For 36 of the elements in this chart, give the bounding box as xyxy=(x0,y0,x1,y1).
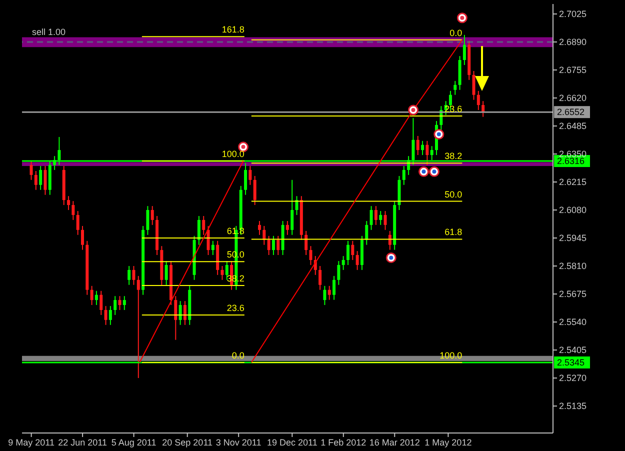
ref-line-label: sell 1.00 xyxy=(32,26,66,37)
x-tick-label: 9 May 2011 xyxy=(8,437,55,448)
ref-line-label: 2.5345 xyxy=(557,357,585,368)
x-tick-label: 20 Sep 2011 xyxy=(162,437,213,448)
annotation: 161.8 xyxy=(222,24,244,35)
x-tick-label: 1 Feb 2012 xyxy=(320,437,366,448)
y-tick-label: 2.5135 xyxy=(559,401,587,412)
y-tick-label: 2.6485 xyxy=(559,121,587,132)
annotation: 100.0 xyxy=(440,350,462,360)
x-tick-label: 22 Jun 2011 xyxy=(58,437,107,448)
y-tick-label: 2.5540 xyxy=(559,317,587,328)
annotation: 50.0 xyxy=(444,189,462,200)
ref-line-label: 2.6316 xyxy=(557,156,585,166)
y-tick-label: 2.6620 xyxy=(559,93,587,104)
x-tick-label: 16 Mar 2012 xyxy=(369,437,420,448)
y-tick-label: 2.5810 xyxy=(559,261,587,272)
y-tick-label: 2.6080 xyxy=(559,205,587,216)
y-tick-label: 2.5270 xyxy=(559,373,587,384)
y-tick-label: 2.5945 xyxy=(559,233,587,244)
y-tick-label: 2.5405 xyxy=(559,345,587,356)
y-tick-label: 2.5675 xyxy=(559,289,587,300)
annotation: 100.0 xyxy=(222,149,244,160)
y-tick-label: 2.6890 xyxy=(559,37,587,48)
annotation: 0.0 xyxy=(450,28,462,38)
x-tick-label: 3 Nov 2011 xyxy=(216,437,262,448)
x-tick-label: 19 Dec 2011 xyxy=(266,437,318,448)
x-tick-label: 1 May 2012 xyxy=(424,437,472,448)
annotation: 23.6 xyxy=(226,302,244,313)
ref-line-label: 2.6552 xyxy=(557,107,585,118)
annotation: 38.2 xyxy=(444,151,462,162)
x-tick-label: 5 Aug 2011 xyxy=(111,437,156,448)
annotation: 0.0 xyxy=(232,350,244,360)
y-tick-label: 2.6755 xyxy=(559,65,587,76)
y-tick-label: 2.6215 xyxy=(559,177,587,188)
annotation: 61.8 xyxy=(444,227,462,238)
y-tick-label: 2.7025 xyxy=(559,9,587,20)
